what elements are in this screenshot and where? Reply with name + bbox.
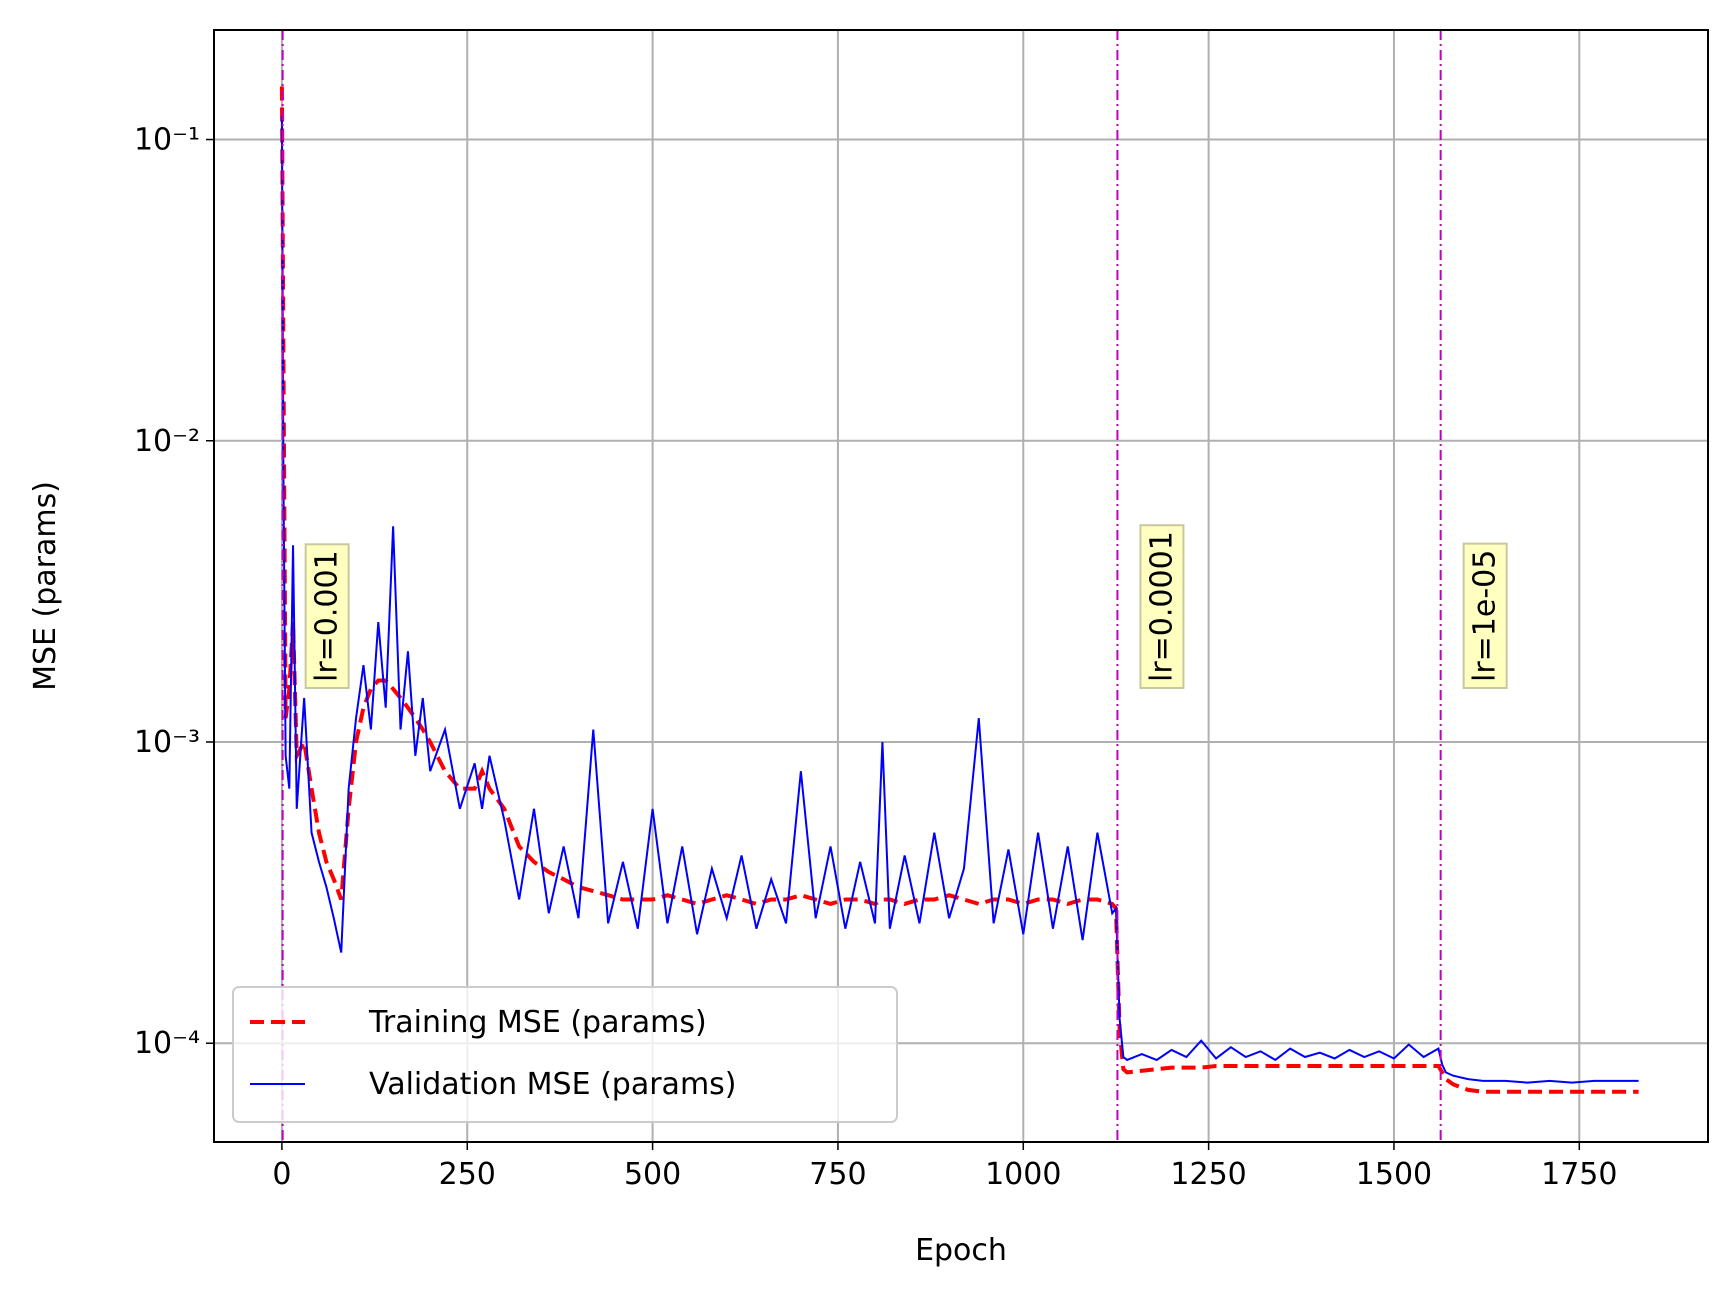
x-tick-label: 500 [624,1157,681,1192]
annotation-label: lr=0.001 [310,550,345,682]
legend-label: Training MSE (params) [368,1005,707,1040]
plot-frame [213,29,1709,1143]
y-tick-label: 10⁻³ [134,725,200,760]
x-tick-label: 0 [272,1157,291,1192]
x-tick-label: 750 [809,1157,866,1192]
y-tick-label: 10⁻² [134,424,200,459]
y-tick-label: 10⁻⁴ [134,1026,200,1061]
lr-annotation: lr=0.001 [304,543,350,689]
series-line [279,86,1639,1094]
x-tick-label: 1000 [985,1157,1061,1192]
legend: Training MSE (params) Validation MSE (par… [232,986,898,1123]
x-tick-label: 250 [439,1157,496,1192]
y-axis-label: MSE (params) [28,481,63,691]
lr-annotation: lr=0.0001 [1139,524,1185,689]
x-tick-label: 1750 [1541,1157,1617,1192]
series-line [280,115,1639,1084]
x-axis-label: Epoch [915,1233,1007,1268]
legend-box [232,986,898,1123]
annotation-label: lr=1e-05 [1468,550,1503,682]
x-tick-label: 1250 [1170,1157,1246,1192]
x-tick-label: 1500 [1356,1157,1432,1192]
legend-label: Validation MSE (params) [369,1067,737,1102]
annotation-box [304,543,350,689]
y-tick-label: 10⁻¹ [134,123,200,158]
plot-area [279,86,1639,1094]
annotation-label: lr=0.0001 [1144,531,1179,682]
annotation-box [1462,542,1508,689]
annotation-box [1139,524,1185,689]
lr-annotation: lr=1e-05 [1462,542,1508,689]
